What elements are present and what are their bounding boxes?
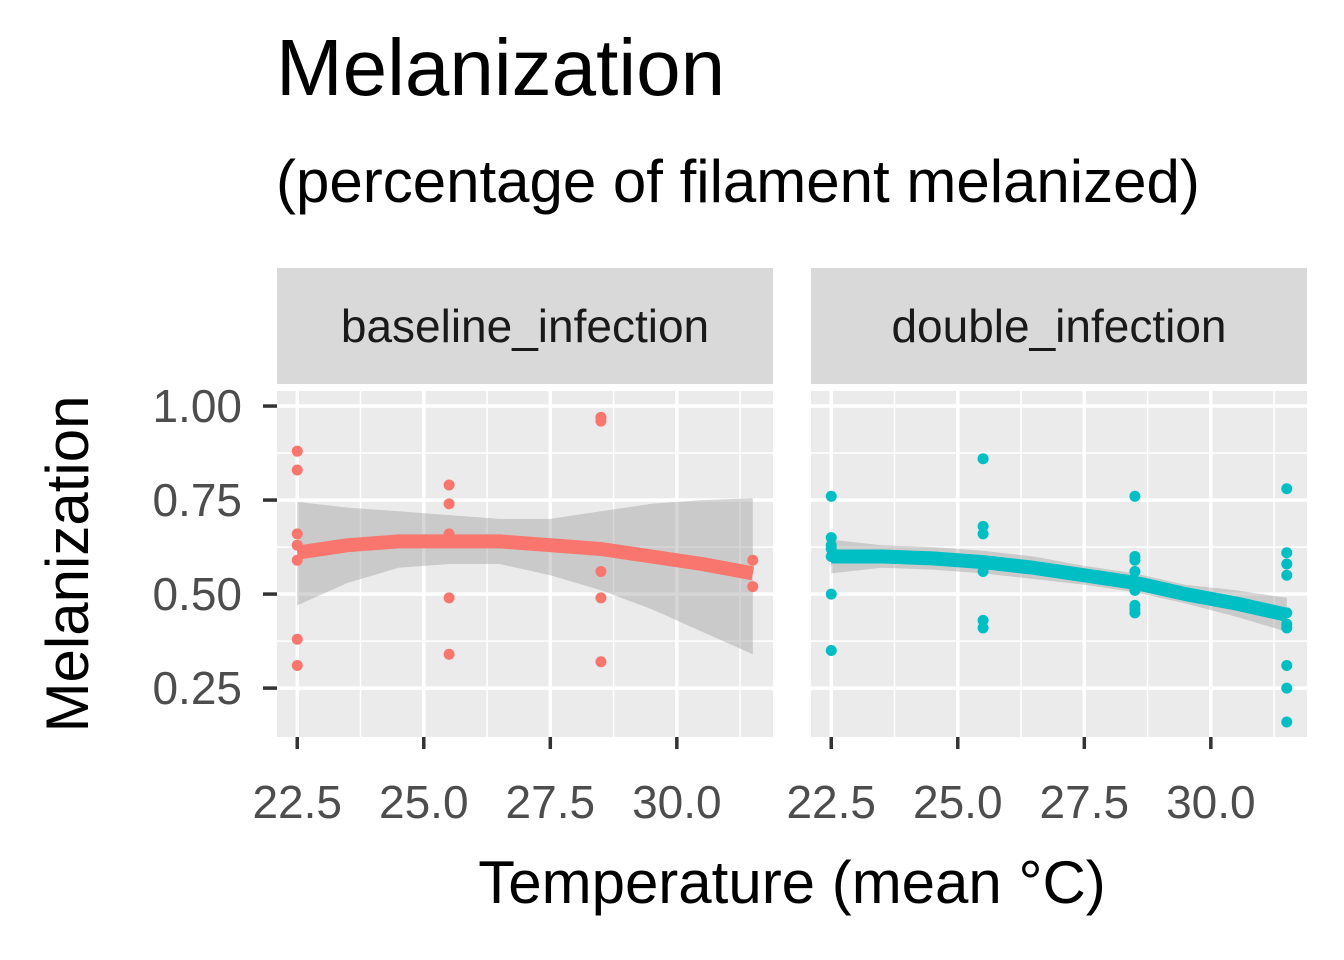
y-axis-title: Melanization — [34, 396, 101, 733]
data-point — [977, 520, 989, 532]
data-point — [291, 464, 303, 476]
y-tick-label: 1.00 — [152, 380, 242, 432]
data-point — [443, 479, 455, 491]
x-tick-label: 30.0 — [1166, 776, 1256, 828]
data-point — [291, 660, 303, 672]
data-point — [1281, 558, 1293, 570]
chart-title: Melanization — [276, 23, 726, 112]
data-point — [977, 453, 989, 465]
data-point — [1281, 682, 1293, 694]
data-point — [443, 498, 455, 510]
smooth-fit-line — [831, 549, 1289, 622]
data-point — [1281, 716, 1293, 728]
panel-background — [811, 391, 1307, 737]
x-tick-label: 25.0 — [379, 776, 469, 828]
data-point — [291, 528, 303, 540]
data-point — [747, 581, 759, 593]
data-point — [1129, 607, 1141, 619]
facet-strip-label: baseline_infection — [341, 300, 709, 352]
data-point — [1281, 547, 1293, 559]
data-point — [747, 554, 759, 566]
data-point — [595, 656, 607, 668]
y-tick-label: 0.75 — [152, 474, 242, 526]
data-point — [825, 490, 837, 502]
data-point — [825, 645, 837, 656]
data-point — [1281, 622, 1293, 634]
data-point — [1281, 569, 1293, 581]
data-point — [977, 614, 989, 626]
data-point — [1129, 554, 1141, 566]
chart-subtitle: (percentage of filament melanized) — [276, 148, 1200, 215]
data-point — [1129, 566, 1141, 578]
smooth-fit-line — [296, 534, 755, 581]
x-axis-title: Temperature (mean °C) — [478, 849, 1106, 916]
data-point — [443, 648, 455, 660]
facet-strip-label: double_infection — [891, 300, 1226, 352]
data-point — [825, 588, 837, 600]
x-tick-label: 22.5 — [786, 776, 876, 828]
data-point — [1281, 660, 1293, 672]
x-tick-label: 27.5 — [506, 776, 596, 828]
facet-strip — [277, 268, 773, 384]
x-tick-label: 30.0 — [632, 776, 722, 828]
x-tick-label: 27.5 — [1040, 776, 1130, 828]
data-point — [977, 622, 989, 634]
data-point — [595, 592, 607, 604]
data-point — [1281, 483, 1293, 495]
data-point — [825, 532, 837, 544]
data-point — [443, 592, 455, 604]
x-tick-label: 22.5 — [252, 776, 342, 828]
data-point — [595, 566, 607, 578]
data-point — [291, 445, 303, 457]
data-point — [291, 633, 303, 645]
data-point — [595, 415, 607, 427]
data-point — [977, 528, 989, 540]
x-tick-label: 25.0 — [913, 776, 1003, 828]
y-tick-label: 0.50 — [152, 568, 242, 620]
facet-strip — [811, 268, 1307, 384]
y-tick-label: 0.25 — [152, 662, 242, 714]
data-point — [1129, 490, 1141, 502]
